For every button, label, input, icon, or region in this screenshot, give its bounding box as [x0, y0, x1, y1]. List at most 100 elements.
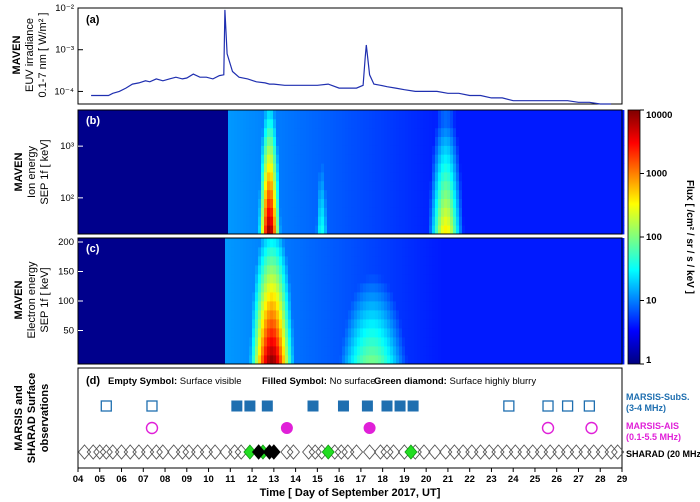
ion-flux-cell	[468, 207, 472, 217]
ion-flux-cell	[378, 163, 382, 173]
ion-flux-cell	[603, 127, 607, 137]
ion-flux-cell	[504, 154, 508, 164]
ion-flux-cell	[420, 136, 424, 146]
ion-flux-cell	[228, 154, 232, 164]
ion-flux-cell	[252, 216, 256, 226]
sharad-empty-diamond	[175, 444, 190, 460]
electron-flux-cell	[339, 328, 343, 338]
sharad-empty-diamond	[517, 444, 531, 460]
electron-flux-cell	[468, 319, 472, 329]
electron-flux-cell	[417, 274, 421, 284]
ion-flux-cell	[561, 118, 565, 129]
electron-flux-cell	[390, 319, 394, 329]
electron-flux-cell	[438, 310, 442, 320]
ion-flux-cell	[360, 225, 364, 235]
ion-flux-cell	[303, 127, 307, 137]
electron-flux-cell	[249, 310, 253, 320]
ion-flux-cell	[474, 216, 478, 226]
electron-flux-cell	[444, 274, 448, 284]
electron-flux-cell	[330, 256, 334, 266]
electron-flux-cell	[312, 274, 316, 284]
electron-flux-cell	[570, 247, 574, 257]
ion-flux-cell	[273, 136, 277, 146]
electron-flux-cell	[327, 283, 331, 293]
panel-a-ylabel-line-1: MAVEN	[11, 35, 23, 74]
ion-flux-cell	[534, 163, 538, 173]
ion-flux-cell	[228, 172, 232, 182]
ion-flux-cell	[573, 154, 577, 164]
electron-flux-cell	[546, 346, 550, 356]
electron-flux-cell	[519, 337, 523, 347]
ion-flux-cell	[342, 110, 346, 120]
ion-flux-cell	[600, 163, 604, 173]
electron-flux-cell	[543, 301, 547, 311]
electron-flux-cell	[225, 337, 229, 347]
ion-flux-cell	[252, 172, 256, 182]
electron-flux-cell	[609, 256, 613, 266]
electron-flux-cell	[495, 283, 499, 293]
ion-flux-cell	[228, 207, 232, 217]
electron-flux-cell	[582, 265, 586, 275]
electron-flux-cell	[282, 247, 286, 257]
electron-flux-cell	[357, 346, 361, 356]
electron-flux-cell	[291, 274, 295, 284]
ion-flux-cell	[357, 127, 361, 137]
ion-flux-cell	[315, 216, 319, 226]
ion-flux-cell	[429, 207, 433, 217]
ion-flux-cell	[549, 198, 553, 208]
ion-flux-cell	[564, 198, 568, 208]
sharad-empty-diamond	[611, 444, 625, 460]
ion-flux-cell	[381, 136, 385, 146]
electron-flux-cell	[570, 301, 574, 311]
ion-flux-cell	[555, 207, 559, 217]
electron-flux-cell	[402, 301, 406, 311]
ion-flux-cell	[612, 154, 616, 164]
ion-flux-cell	[306, 163, 310, 173]
electron-flux-cell	[510, 301, 514, 311]
electron-flux-cell	[480, 247, 484, 257]
ion-flux-cell	[372, 225, 376, 235]
electron-flux-cell	[618, 346, 622, 356]
ion-flux-cell	[348, 163, 352, 173]
ion-flux-cell	[576, 172, 580, 182]
ion-flux-cell	[300, 136, 304, 146]
electron-flux-cell	[249, 265, 253, 275]
ion-flux-cell	[234, 136, 238, 146]
electron-flux-cell	[375, 337, 379, 347]
electron-flux-cell	[528, 256, 532, 266]
electron-flux-cell	[486, 337, 490, 347]
ion-flux-cell	[408, 189, 412, 199]
electron-flux-cell	[351, 310, 355, 320]
ion-flux-cell	[261, 110, 265, 120]
electron-flux-cell	[462, 256, 466, 266]
electron-flux-cell	[255, 274, 259, 284]
ion-flux-cell	[345, 207, 349, 217]
electron-flux-cell	[522, 346, 526, 356]
ion-flux-cell	[276, 136, 280, 146]
electron-flux-cell	[495, 256, 499, 266]
electron-flux-cell	[546, 274, 550, 284]
electron-flux-cell	[306, 328, 310, 338]
sharad-empty-diamond	[428, 444, 442, 460]
electron-flux-cell	[531, 265, 535, 275]
electron-flux-cell	[330, 292, 334, 302]
electron-flux-cell	[591, 337, 595, 347]
ion-flux-cell	[390, 225, 394, 235]
ion-flux-cell	[291, 216, 295, 226]
ion-flux-cell	[339, 118, 343, 129]
ion-flux-cell	[576, 189, 580, 199]
electron-flux-cell	[459, 355, 463, 365]
ion-flux-cell	[324, 110, 328, 120]
ion-flux-cell	[360, 136, 364, 146]
ion-flux-cell	[351, 207, 355, 217]
ion-flux-cell	[342, 180, 346, 191]
ion-flux-cell	[351, 225, 355, 235]
electron-flux-cell	[465, 310, 469, 320]
ion-flux-cell	[477, 118, 481, 129]
sharad-empty-diamond	[500, 444, 514, 460]
electron-flux-cell	[396, 310, 400, 320]
electron-flux-cell	[252, 319, 256, 329]
ion-flux-cell	[477, 198, 481, 208]
electron-flux-cell	[561, 355, 565, 365]
x-tick-label: 15	[312, 474, 323, 485]
